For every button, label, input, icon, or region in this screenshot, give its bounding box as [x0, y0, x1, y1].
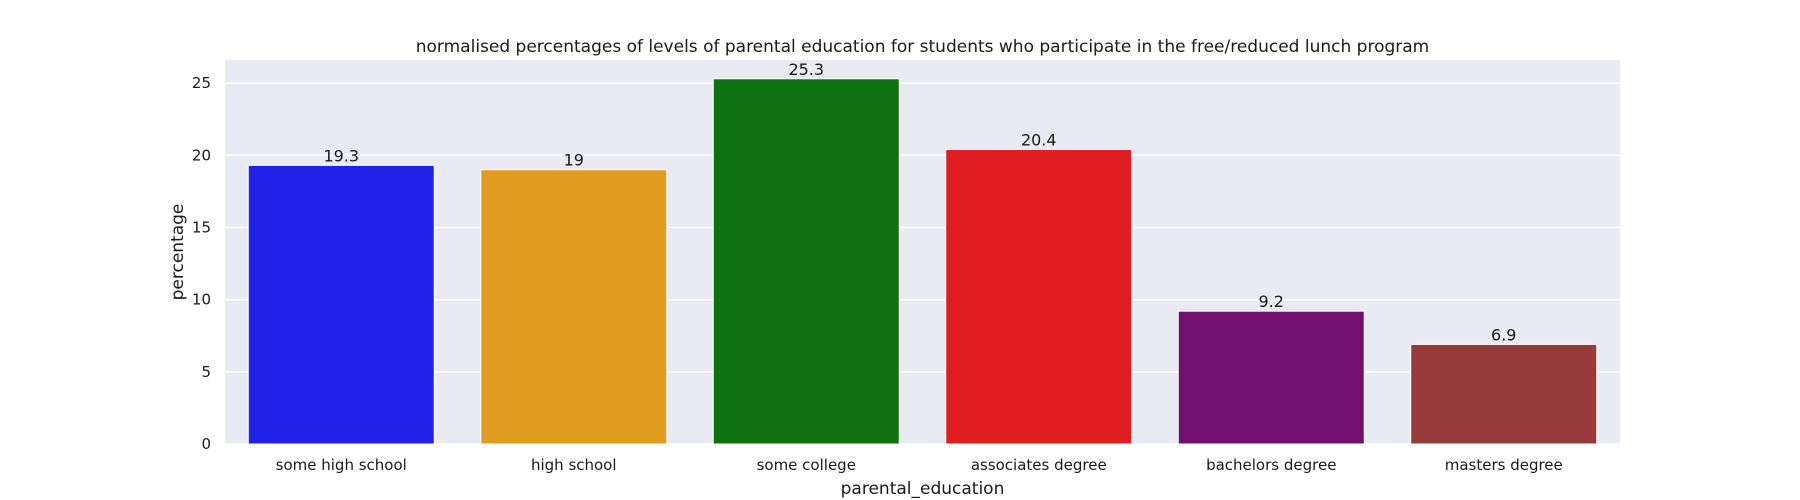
bar-associates-degree [945, 149, 1133, 445]
x-tick-label: bachelors degree [1206, 456, 1336, 474]
x-tick-label: some college [757, 456, 856, 474]
x-tick-label: some high school [276, 456, 407, 474]
y-tick-label: 10 [192, 291, 211, 309]
y-axis-ticks: 0 5 10 15 20 25 [192, 74, 211, 453]
y-tick-label: 5 [201, 363, 211, 381]
data-label: 6.9 [1491, 325, 1516, 344]
data-label: 19.3 [323, 146, 359, 165]
bar-masters-degree [1410, 343, 1598, 445]
y-tick-label: 20 [192, 146, 211, 164]
y-tick-label: 25 [192, 74, 211, 92]
gridlines [225, 82, 1620, 445]
bar-some-high-school [247, 164, 435, 445]
data-label: 9.2 [1259, 292, 1284, 311]
data-label: 25.3 [788, 60, 824, 79]
y-tick-label: 15 [192, 218, 211, 236]
data-label: 20.4 [1021, 131, 1057, 150]
x-tick-label: associates degree [971, 456, 1107, 474]
bar-some-college [712, 78, 900, 445]
x-tick-label: masters degree [1445, 456, 1563, 474]
bar-bachelors-degree [1177, 310, 1365, 445]
x-axis-ticks: some high school high school some college a… [276, 456, 1563, 474]
y-axis-label: percentage [168, 204, 188, 301]
x-axis-label: parental_education [841, 479, 1005, 499]
data-labels: 19.3 19 25.3 20.4 9.2 6.9 [323, 60, 1516, 345]
data-label: 19 [564, 151, 584, 170]
plot-area [225, 60, 1620, 444]
x-tick-label: high school [531, 456, 617, 474]
bars [247, 78, 1598, 445]
chart-title: normalised percentages of levels of pare… [416, 37, 1429, 57]
bar-high-school [480, 169, 668, 445]
y-tick-label: 0 [201, 435, 211, 453]
